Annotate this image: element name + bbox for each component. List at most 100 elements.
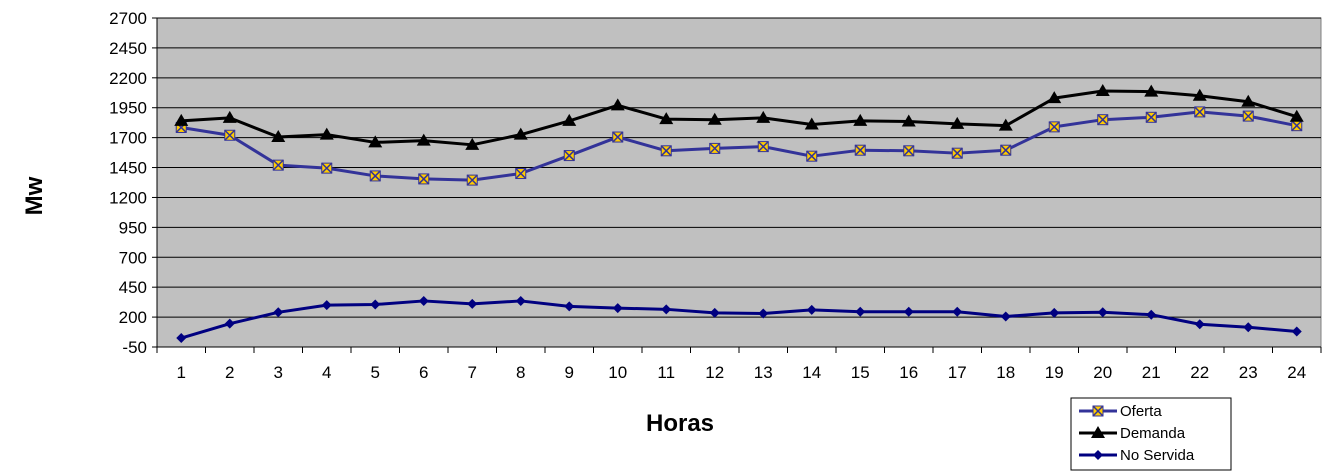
data-point bbox=[610, 98, 625, 111]
data-point bbox=[1241, 94, 1256, 107]
data-point-cross bbox=[854, 144, 866, 156]
data-point bbox=[756, 110, 771, 123]
x-tick-label: 21 bbox=[1142, 363, 1161, 382]
x-tick-label: 11 bbox=[657, 363, 675, 382]
data-point-cross bbox=[418, 173, 430, 185]
y-tick-labels: -50 200 450 700 950 1200 1450 1700 1950 2200 2450 2… bbox=[109, 9, 147, 357]
x-tick-label: 5 bbox=[371, 363, 380, 382]
legend-item: Demanda bbox=[1079, 425, 1186, 442]
y-tick-label: 1450 bbox=[109, 159, 147, 178]
data-point bbox=[1097, 307, 1108, 318]
data-point-cross bbox=[1291, 120, 1303, 132]
x-tick-label: 17 bbox=[948, 363, 967, 382]
data-point bbox=[804, 117, 819, 130]
series-group bbox=[174, 83, 1304, 344]
y-tick-label: -50 bbox=[122, 338, 147, 357]
data-point bbox=[661, 304, 672, 315]
data-point bbox=[758, 308, 769, 319]
data-point-cross bbox=[1194, 106, 1206, 118]
plot-area bbox=[156, 17, 1322, 348]
x-tick-label: 16 bbox=[899, 363, 918, 382]
y-tick-label: 2700 bbox=[109, 9, 147, 28]
x-tick-label: 20 bbox=[1093, 363, 1112, 382]
data-point bbox=[368, 135, 383, 148]
x-tick-label: 2 bbox=[225, 363, 234, 382]
series-oferta bbox=[175, 106, 1303, 186]
data-point bbox=[659, 112, 674, 125]
legend-item: No Servida bbox=[1079, 447, 1195, 464]
x-tick-label: 22 bbox=[1190, 363, 1209, 382]
data-point bbox=[1095, 83, 1110, 96]
data-point-cross bbox=[1145, 111, 1157, 123]
data-point bbox=[319, 127, 334, 140]
data-point bbox=[564, 301, 575, 312]
data-point bbox=[950, 116, 965, 129]
data-point-cross bbox=[1000, 144, 1012, 156]
data-point bbox=[1289, 109, 1304, 122]
series-line bbox=[180, 299, 1297, 340]
data-point bbox=[515, 295, 526, 306]
series-no-servida bbox=[176, 295, 1302, 344]
data-point-cross bbox=[1048, 121, 1060, 133]
data-point-cross bbox=[903, 145, 915, 157]
data-point-cross bbox=[466, 174, 478, 186]
data-point-cross bbox=[1242, 110, 1254, 122]
data-point bbox=[855, 306, 866, 317]
data-point-cross bbox=[369, 170, 381, 182]
x-tick-label: 18 bbox=[996, 363, 1015, 382]
legend-items: Oferta Demanda No Servida bbox=[1079, 403, 1195, 464]
data-point-cross bbox=[757, 141, 769, 153]
data-point-cross bbox=[660, 145, 672, 157]
axes bbox=[152, 17, 1322, 353]
legend-marker bbox=[1093, 450, 1103, 460]
data-point bbox=[709, 307, 720, 318]
y-tick-label: 2200 bbox=[109, 69, 147, 88]
data-point bbox=[1000, 311, 1011, 322]
y-tick-label: 2450 bbox=[109, 39, 147, 58]
x-tick-label: 13 bbox=[754, 363, 773, 382]
data-point bbox=[1146, 309, 1157, 320]
y-tick-label: 1200 bbox=[109, 188, 147, 207]
x-tick-label: 4 bbox=[322, 363, 331, 382]
data-point bbox=[1194, 319, 1205, 330]
data-point bbox=[612, 303, 623, 314]
data-point bbox=[176, 333, 187, 344]
data-point bbox=[513, 127, 528, 140]
y-tick-label: 450 bbox=[119, 278, 147, 297]
series-demanda bbox=[174, 83, 1304, 150]
data-point-cross bbox=[272, 159, 284, 171]
data-point bbox=[370, 299, 381, 310]
data-point-cross bbox=[515, 167, 527, 180]
data-point-cross bbox=[1097, 114, 1109, 126]
x-tick-label: 23 bbox=[1239, 363, 1258, 382]
data-point bbox=[1192, 88, 1207, 101]
data-point bbox=[952, 306, 963, 317]
data-point bbox=[707, 112, 722, 125]
legend-label: No Servida bbox=[1120, 447, 1195, 464]
legend-label: Demanda bbox=[1120, 425, 1186, 442]
data-point bbox=[321, 300, 332, 311]
data-point-cross bbox=[224, 129, 236, 141]
data-point bbox=[224, 318, 235, 329]
x-tick-label: 7 bbox=[468, 363, 477, 382]
data-point bbox=[562, 113, 577, 126]
x-tick-label: 1 bbox=[177, 363, 186, 382]
data-point-cross bbox=[563, 150, 575, 162]
data-point-cross bbox=[806, 150, 818, 162]
data-point bbox=[465, 137, 480, 150]
series-line bbox=[181, 89, 1298, 147]
data-point bbox=[1144, 84, 1159, 97]
data-point bbox=[1291, 326, 1302, 337]
x-tick-label: 19 bbox=[1045, 363, 1064, 382]
data-point bbox=[222, 110, 237, 123]
x-tick-label: 15 bbox=[851, 363, 870, 382]
y-tick-label: 1700 bbox=[109, 129, 147, 148]
y-tick-label: 200 bbox=[119, 308, 147, 327]
x-tick-labels: 1 2 3 4 5 6 7 8 9 10 11 12 13 14 15 16 17 18 19 20 21 22 23 24 bbox=[177, 363, 1307, 382]
data-point bbox=[1047, 91, 1062, 104]
data-point bbox=[174, 113, 189, 126]
data-point-cross bbox=[612, 131, 624, 143]
x-tick-label: 9 bbox=[565, 363, 574, 382]
data-point-cross bbox=[709, 142, 721, 154]
